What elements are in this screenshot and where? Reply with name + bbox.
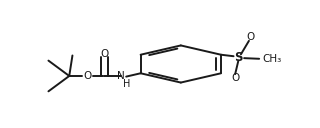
Text: O: O: [84, 71, 92, 81]
Text: S: S: [234, 51, 243, 64]
Text: CH₃: CH₃: [262, 54, 282, 64]
Text: O: O: [100, 49, 108, 59]
Text: O: O: [231, 73, 239, 83]
Text: N: N: [117, 71, 125, 81]
Text: H: H: [124, 79, 131, 89]
Text: O: O: [246, 32, 255, 42]
